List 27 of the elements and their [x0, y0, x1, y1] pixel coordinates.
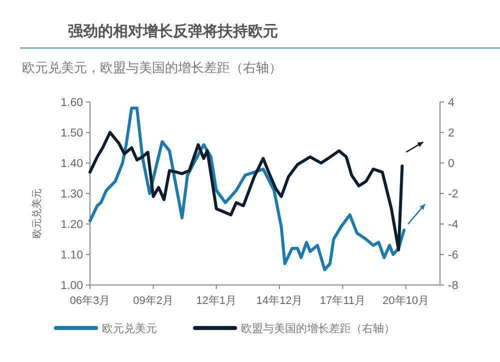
y-tick-label: 1.10: [60, 250, 83, 262]
y2-tick-label: 2: [448, 128, 454, 140]
line-series: [88, 106, 406, 272]
y2-tick-label: 0: [448, 158, 454, 170]
chart-subtitle: 欧元兑美元，欧盟与美国的增长差距（右轴）: [22, 60, 282, 75]
y-tick-label: 1.60: [60, 97, 83, 109]
y2-tick-label: -6: [448, 250, 458, 262]
legend-label: 欧元兑美元: [102, 322, 157, 335]
x-tick-label: 06年3月: [70, 295, 110, 307]
y-axis-title: 欧元兑美元: [31, 188, 43, 238]
line-series: [88, 131, 404, 252]
y2-tick-label: -4: [448, 219, 459, 231]
chart-title: 强劲的相对增长反弹将扶持欧元: [68, 23, 278, 40]
legend-label: 欧盟与美国的增长差距（右轴）: [241, 322, 395, 335]
y2-tick-label: -2: [448, 188, 458, 200]
y-tick-label: 1.00: [60, 280, 83, 292]
y-tick-label: 1.30: [60, 188, 83, 200]
y2-tick-label: 4: [448, 97, 455, 109]
y-tick-label: 1.20: [60, 219, 83, 231]
x-tick-label: 09年2月: [133, 295, 174, 307]
x-tick-label: 17年11月: [320, 295, 366, 307]
x-tick-label: 20年10月: [382, 295, 430, 307]
x-tick-label: 12年1月: [196, 295, 237, 307]
y-tick-label: 1.50: [60, 128, 83, 140]
y-tick-label: 1.40: [60, 158, 83, 170]
x-tick-label: 14年12月: [256, 295, 303, 307]
y2-tick-label: -8: [448, 280, 458, 292]
